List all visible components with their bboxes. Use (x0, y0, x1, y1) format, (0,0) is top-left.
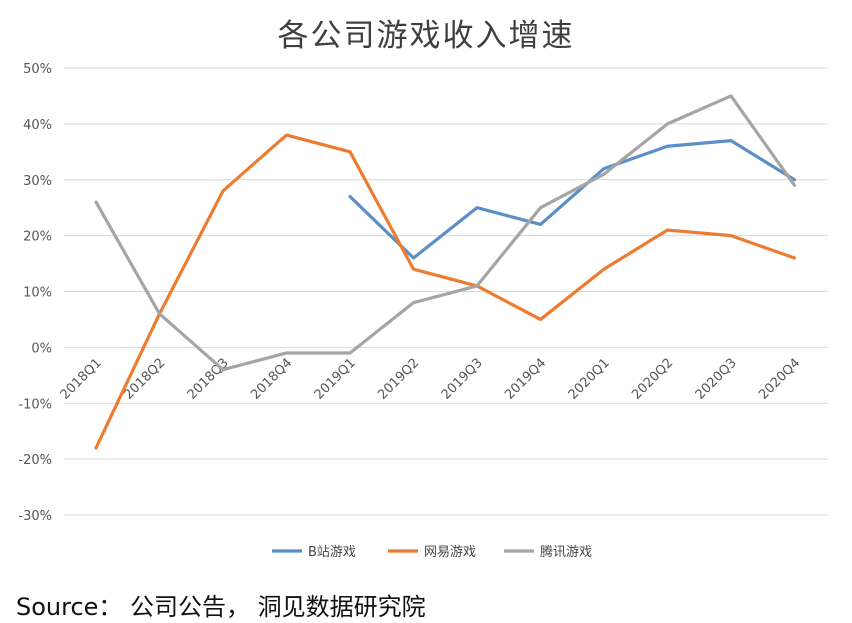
legend: B站游戏 网易游戏 腾讯游戏 (272, 544, 592, 560)
y-tick-label: 0% (31, 341, 52, 356)
legend-label: B站游戏 (308, 545, 356, 560)
legend-label: 网易游戏 (424, 545, 476, 560)
x-tick-label: 2019Q3 (439, 356, 486, 403)
y-axis-ticks: 50% 40% 30% 20% 10% 0% -10% -20% -30% (18, 62, 52, 524)
x-tick-label: 2018Q1 (58, 356, 105, 403)
series-line-1 (94, 133, 797, 450)
y-tick-label: -10% (18, 397, 52, 412)
x-tick-label: 2019Q1 (312, 356, 359, 403)
line-chart: 50% 40% 30% 20% 10% 0% -10% -20% -30% 2018Q1 2018… (18, 62, 828, 560)
series-line-2 (94, 94, 797, 372)
y-tick-label: 10% (23, 286, 52, 301)
y-tick-label: 30% (23, 174, 52, 189)
x-tick-label: 2019Q4 (502, 356, 549, 403)
series-layer (94, 94, 797, 450)
source-note: Source： 公司公告， 洞见数据研究院 (16, 593, 426, 621)
y-tick-label: 40% (23, 118, 52, 133)
legend-label: 腾讯游戏 (540, 544, 592, 560)
grid-layer (64, 67, 828, 516)
x-axis-ticks: 2018Q1 2018Q2 2018Q3 2018Q4 2019Q1 2019Q2 2019… (58, 356, 804, 403)
y-tick-label: -30% (18, 509, 52, 524)
chart-title: 各公司游戏收入增速 (277, 18, 575, 54)
y-tick-label: 50% (23, 62, 52, 77)
y-tick-label: -20% (18, 453, 52, 468)
x-tick-label: 2020Q3 (693, 356, 740, 403)
x-tick-label: 2020Q4 (756, 356, 803, 403)
series-line-0 (348, 139, 797, 260)
y-tick-label: 20% (23, 230, 52, 245)
x-tick-label: 2020Q2 (629, 356, 676, 403)
x-tick-label: 2018Q3 (185, 356, 232, 403)
x-tick-label: 2019Q2 (375, 356, 422, 403)
x-tick-label: 2020Q1 (566, 356, 613, 403)
